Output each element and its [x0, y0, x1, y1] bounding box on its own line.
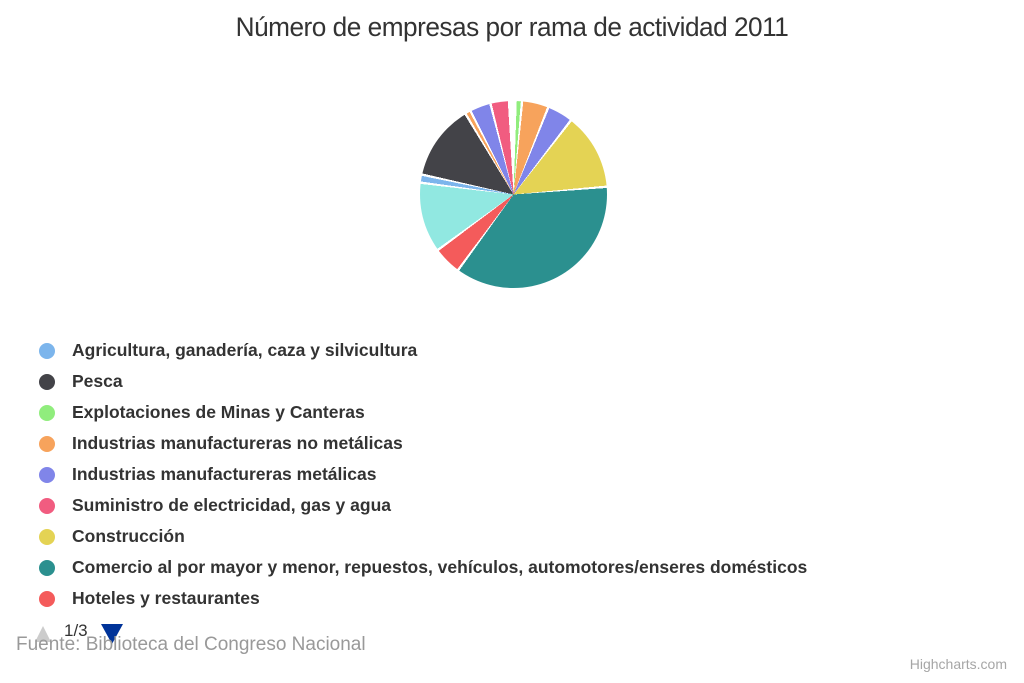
- legend-item-label: Hoteles y restaurantes: [72, 588, 260, 608]
- legend-page-down-icon[interactable]: [101, 624, 123, 644]
- legend-page-up-icon[interactable]: [35, 626, 51, 642]
- chart-title: Número de empresas por rama de actividad…: [235, 12, 789, 42]
- legend-item-label: Explotaciones de Minas y Canteras: [72, 402, 365, 422]
- legend-item-label: Agricultura, ganadería, caza y silvicult…: [72, 340, 418, 360]
- legend-item-construccion[interactable]: Construcción: [39, 521, 807, 552]
- legend-item-hoteles[interactable]: Hoteles y restaurantes: [39, 583, 807, 614]
- legend-item-industrias-metalicas[interactable]: Industrias manufactureras metálicas: [39, 459, 807, 490]
- legend-bullet-icon: [39, 342, 55, 359]
- legend-bullet-icon: [39, 466, 55, 483]
- legend-item-comercio[interactable]: Comercio al por mayor y menor, repuestos…: [39, 552, 807, 583]
- legend-bullet-icon: [39, 528, 55, 545]
- legend-item-label: Industrias manufactureras no metálicas: [72, 433, 403, 453]
- legend-bullet-icon: [39, 497, 55, 514]
- legend-bullet-icon: [39, 590, 55, 607]
- legend-item-industrias-no-metalicas[interactable]: Industrias manufactureras no metálicas: [39, 428, 807, 459]
- highcharts-credit-link[interactable]: Highcharts.com: [909, 656, 1007, 672]
- source-note: Fuente: Biblioteca del Congreso Nacional: [16, 634, 366, 655]
- legend-bullet-icon: [39, 435, 55, 452]
- legend-item-label: Suministro de electricidad, gas y agua: [72, 495, 391, 515]
- legend-item-suministro[interactable]: Suministro de electricidad, gas y agua: [39, 490, 807, 521]
- legend-item-agricultura[interactable]: Agricultura, ganadería, caza y silvicult…: [39, 335, 807, 366]
- legend-item-label: Pesca: [72, 371, 123, 391]
- legend-item-label: Construcción: [72, 526, 185, 546]
- legend-item-label: Comercio al por mayor y menor, repuestos…: [72, 557, 808, 577]
- legend-item-pesca[interactable]: Pesca: [39, 366, 807, 397]
- legend-item-label: Industrias manufactureras metálicas: [72, 464, 377, 484]
- legend-bullet-icon: [39, 559, 55, 576]
- legend: Agricultura, ganadería, caza y silvicult…: [39, 335, 807, 614]
- legend-pagination: 1/3: [35, 620, 130, 646]
- legend-bullet-icon: [39, 373, 55, 390]
- pie-chart[interactable]: [420, 101, 607, 288]
- legend-page-indicator: 1/3: [64, 621, 88, 640]
- legend-bullet-icon: [39, 404, 55, 421]
- legend-item-minas[interactable]: Explotaciones de Minas y Canteras: [39, 397, 807, 428]
